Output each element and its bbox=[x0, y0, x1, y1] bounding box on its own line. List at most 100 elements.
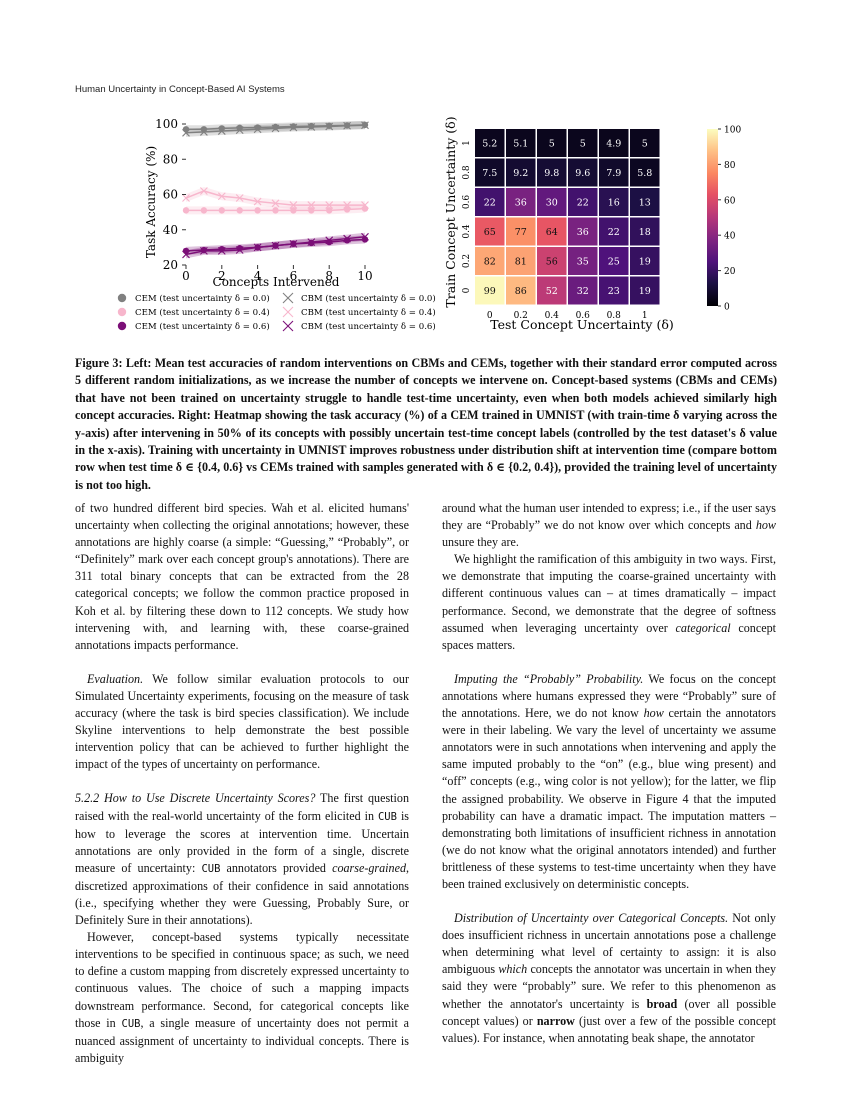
heatmap-value: 5.2 bbox=[482, 139, 497, 150]
heatmap-y-axis-label: Train Concept Uncertainty (δ) bbox=[443, 116, 458, 307]
colorbar-tick-label: 40 bbox=[724, 232, 736, 242]
heatmap-value: 36 bbox=[515, 198, 527, 209]
colorbar-tick-label: 100 bbox=[724, 126, 741, 136]
data-point bbox=[343, 206, 351, 213]
heatmap-cell bbox=[537, 247, 567, 275]
heatmap-cell bbox=[599, 129, 629, 157]
data-point bbox=[200, 128, 208, 136]
heatmap-value: 18 bbox=[639, 227, 651, 238]
colorbar-tick-label: 0 bbox=[724, 303, 730, 313]
heatmap-chart: 5.2 5.1 5 5 4.9 57.5 9.2 9.8 9.6 7.9 5.822 36 30 22 16… bbox=[443, 116, 741, 332]
data-point bbox=[343, 237, 351, 244]
heatmap-cell bbox=[568, 247, 598, 275]
heatmap-cell bbox=[599, 188, 629, 216]
x-tick-label: 6 bbox=[290, 269, 298, 283]
x-tick-label: 8 bbox=[325, 269, 333, 283]
data-point bbox=[218, 245, 225, 253]
data-point bbox=[326, 238, 333, 246]
x-axis-label: Concepts Intervened bbox=[213, 275, 340, 289]
heatmap-cell bbox=[630, 217, 660, 246]
paragraph: We highlight the ramification of this am… bbox=[442, 552, 776, 652]
section-5-2-2: 5.2.2 How to Use Discrete Uncertainty Sc… bbox=[75, 791, 410, 928]
right-column: around what the human user intended to e… bbox=[442, 500, 776, 1047]
legend-marker bbox=[117, 293, 127, 303]
data-point bbox=[217, 127, 226, 135]
data-point bbox=[200, 187, 208, 195]
paragraph-imputing: Imputing the “Probably” Probability. We … bbox=[442, 671, 777, 891]
heatmap-x-tick: 1 bbox=[642, 311, 648, 321]
heatmap-value: 81 bbox=[515, 257, 527, 268]
figure-caption: Figure 3: Left: Mean test accuracies of … bbox=[75, 356, 777, 492]
heatmap-cell bbox=[506, 158, 536, 187]
heatmap-value: 16 bbox=[608, 198, 620, 209]
colorbar-tick-label: 20 bbox=[724, 267, 736, 277]
data-point bbox=[308, 122, 315, 130]
data-point bbox=[271, 199, 280, 208]
heatmap-cell bbox=[506, 247, 536, 275]
heatmap-value: 35 bbox=[577, 257, 589, 268]
y-tick-label: 20 bbox=[163, 258, 178, 272]
paragraph: around what the human user intended to e… bbox=[442, 501, 776, 550]
data-point bbox=[272, 123, 279, 131]
heatmap-cell bbox=[475, 276, 505, 305]
legend-label: CEM (test uncertainty δ = 0.4) bbox=[135, 307, 270, 318]
heatmap-x-tick: 0.8 bbox=[607, 311, 622, 321]
heatmap-value: 64 bbox=[546, 227, 558, 238]
paragraph: of two hundred different bird species. W… bbox=[75, 501, 409, 652]
data-point bbox=[200, 247, 208, 255]
heatmap-cell bbox=[599, 158, 629, 187]
heatmap-y-tick: 0.4 bbox=[462, 224, 472, 239]
data-point bbox=[200, 207, 208, 214]
heatmap-cell bbox=[599, 247, 629, 275]
data-point bbox=[182, 194, 190, 202]
colorbar-tick-label: 80 bbox=[724, 161, 736, 171]
heatmap-value: 9.2 bbox=[513, 168, 528, 179]
data-point bbox=[325, 236, 334, 245]
y-tick-label: 100 bbox=[155, 117, 178, 131]
data-point bbox=[361, 201, 369, 209]
data-point bbox=[289, 239, 298, 248]
data-point bbox=[289, 123, 298, 132]
data-point bbox=[182, 250, 190, 259]
paragraph-heading: Distribution of Uncertainty over Categor… bbox=[454, 911, 729, 926]
heatmap-value: 30 bbox=[546, 198, 558, 209]
data-point bbox=[236, 124, 243, 132]
left-column: of two hundred different bird species. W… bbox=[75, 500, 409, 1067]
data-point bbox=[217, 192, 226, 201]
data-point bbox=[236, 245, 243, 252]
data-point bbox=[290, 207, 297, 214]
heatmap-value: 77 bbox=[515, 227, 527, 238]
data-point bbox=[308, 207, 315, 214]
data-point bbox=[307, 238, 316, 246]
legend-label: CBM (test uncertainty δ = 0.0) bbox=[301, 293, 436, 304]
y-tick-label: 80 bbox=[163, 152, 178, 166]
heatmap-cell bbox=[506, 276, 536, 305]
heatmap-value: 25 bbox=[608, 257, 620, 268]
section-heading: 5.2.2 How to Use Discrete Uncertainty Sc… bbox=[75, 791, 316, 806]
data-point bbox=[271, 124, 280, 133]
heatmap-value: 52 bbox=[546, 286, 558, 297]
legend-marker bbox=[282, 306, 294, 318]
heatmap-cell bbox=[568, 158, 598, 187]
data-point bbox=[308, 239, 315, 247]
heatmap-value: 19 bbox=[639, 286, 651, 297]
data-point bbox=[343, 121, 351, 130]
heatmap-value: 32 bbox=[577, 286, 589, 297]
y-axis-label: Task Accuracy (%) bbox=[144, 146, 158, 258]
data-point bbox=[343, 201, 351, 209]
heatmap-value: 86 bbox=[515, 286, 527, 297]
data-point bbox=[307, 123, 316, 131]
heatmap-cell bbox=[537, 188, 567, 216]
heatmap-y-tick: 0.8 bbox=[462, 165, 472, 180]
data-point bbox=[217, 247, 226, 255]
heatmap-cell bbox=[537, 158, 567, 187]
colorbar-tick-label: 60 bbox=[724, 196, 736, 206]
heatmap-cell bbox=[537, 129, 567, 157]
y-tick-label: 60 bbox=[163, 188, 178, 202]
line-chart: 0 2 4 6 8 10 20 40 60 80 100 Concepts Intervened T… bbox=[117, 117, 436, 332]
x-tick-label: 4 bbox=[254, 269, 262, 283]
heatmap-value: 99 bbox=[484, 286, 496, 297]
heatmap-cell bbox=[568, 276, 598, 305]
legend-marker bbox=[117, 321, 127, 331]
data-point bbox=[182, 128, 190, 137]
